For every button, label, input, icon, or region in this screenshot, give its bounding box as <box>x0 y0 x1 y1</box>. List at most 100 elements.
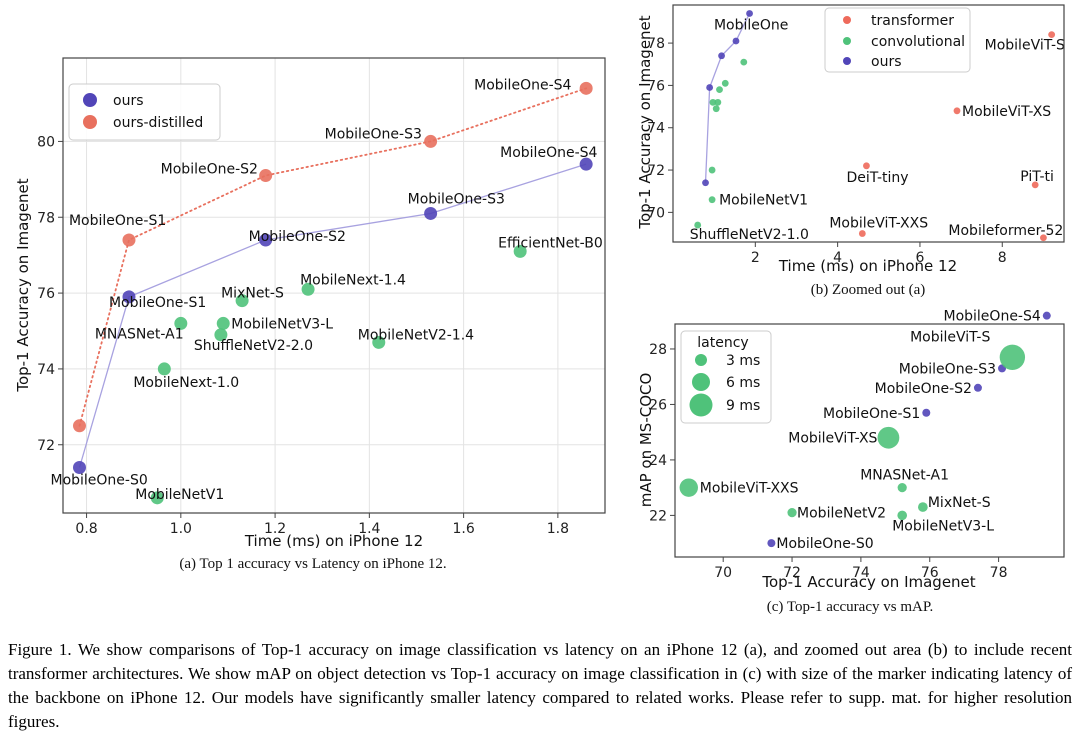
data-point-other-mnasnet-a1 <box>897 483 907 493</box>
series-line-ours-distilled <box>78 87 588 427</box>
chart-a-subcaption: (a) Top 1 accuracy vs Latency on iPhone … <box>179 556 446 572</box>
data-label-mobileone-s4: MobileOne-S4 <box>944 309 1041 325</box>
data-point-ours <box>706 84 714 91</box>
chart-c-legend: latency 3 ms 6 ms 9 ms <box>680 330 772 424</box>
data-point-convolutional <box>708 166 716 174</box>
x-tick-label: 74 <box>852 565 870 581</box>
legend-marker-convolutional <box>843 37 851 45</box>
x-tick-label: 2 <box>751 250 760 266</box>
legend-marker-9ms <box>689 393 713 417</box>
data-label-mobileone-s1: MobileOne-S1 <box>69 213 166 229</box>
series-line-ours <box>704 13 751 183</box>
chart-b-ylabel: Top-1 Accuracy on Imagenet <box>636 15 654 229</box>
data-point-ours-mobileone-s1 <box>922 408 931 417</box>
data-point-ours-distilled-mobileone-s2 <box>259 169 273 183</box>
data-point-ours-mobileone-s2 <box>259 233 273 247</box>
data-label-mobilevit-xxs: MobileViT-XXS <box>700 481 799 497</box>
legend-label-ours-distilled: ours-distilled <box>113 115 203 131</box>
data-label-shufflenetv2-2-0: ShuffleNetV2-2.0 <box>194 338 313 354</box>
y-tick-label: 76 <box>37 286 55 302</box>
x-tick-label: 1.2 <box>264 521 286 537</box>
chart-b-frame <box>672 4 1065 243</box>
data-label-mixnet-s: MixNet-S <box>221 286 284 302</box>
data-point-other-efficientnet-b0 <box>513 244 527 258</box>
data-point-convolutional <box>714 98 722 106</box>
y-tick-label: 78 <box>647 36 665 52</box>
legend-label-ours-b: ours <box>871 54 902 70</box>
data-label-mobileone-s3: MobileOne-S3 <box>325 126 422 142</box>
data-point-ours-mobileone-s0 <box>72 461 86 474</box>
data-point-convolutional-mobilenetv1 <box>708 196 716 204</box>
data-label-mnasnet-a1: MNASNet-A1 <box>95 326 184 342</box>
y-tick-label: 70 <box>647 205 665 221</box>
chart-c-ylabel: mAP on MS-COCO <box>637 373 655 508</box>
data-label-mobilevit-xs: MobileViT-XS <box>788 431 877 447</box>
x-tick-label: 4 <box>833 250 842 266</box>
data-label-mobileone-s2: MobileOne-S2 <box>161 162 258 178</box>
y-tick-label: 80 <box>37 134 55 150</box>
data-label-mobileone-s1: MobileOne-S1 <box>823 406 920 422</box>
y-tick-label: 26 <box>649 397 667 413</box>
data-label-mobileone-s2: MobileOne-S2 <box>875 381 972 397</box>
data-label-mobilenetv1: MobileNetV1 <box>135 487 224 503</box>
data-label-mobilenetv2: MobileNetV2 <box>797 506 886 522</box>
y-tick-label: 28 <box>649 342 667 358</box>
legend-label-ours: ours <box>113 93 144 109</box>
chart-a-legend: ours ours-distilled <box>68 83 221 141</box>
chart-c: MobileOne-S0 MobileOne-S1 MobileOne-S2 Mobi… <box>637 309 1065 615</box>
data-point-ours-mobileone-s3 <box>424 206 438 220</box>
data-point-ours-mobileone-s0 <box>767 539 776 548</box>
data-point-ours <box>732 37 740 45</box>
data-point-ours <box>718 52 725 60</box>
data-point-transformer-mobileformer-52 <box>1040 234 1047 242</box>
figure-caption: Figure 1. We show comparisons of Top-1 a… <box>8 640 1072 731</box>
data-label-mobileone-s0: MobileOne-S0 <box>50 473 147 489</box>
chart-a: MobileOne-S0 MobileOne-S1 MobileOne-S2 Mobi… <box>14 57 606 572</box>
data-point-ours-distilled-mobileone-s3 <box>424 134 438 148</box>
data-label-mobilevit-xxs: MobileViT-XXS <box>829 216 928 232</box>
data-label-mobilenetv2-1-4: MobileNetV2-1.4 <box>358 327 474 343</box>
x-tick-label: 78 <box>990 565 1008 581</box>
data-label-mobilevit-s: MobileViT-S <box>910 329 990 345</box>
data-point-ours-mobileone-s1 <box>122 290 136 304</box>
data-point-ours-mobileone-s2 <box>973 383 982 392</box>
x-tick-label: 1.0 <box>170 521 192 537</box>
x-tick-label: 1.8 <box>547 521 569 537</box>
data-label-mobilenext-1-0: MobileNext-1.0 <box>133 375 239 391</box>
data-label-mobileone-s3: MobileOne-S3 <box>408 191 505 207</box>
y-tick-label: 22 <box>649 508 667 524</box>
data-label-mobilevit-xs: MobileViT-XS <box>962 104 1051 120</box>
data-label-mobilevit-s: MobileViT-S <box>985 38 1065 54</box>
annotation-mobileone: MobileOne <box>714 17 788 33</box>
legend-marker-3ms <box>695 354 707 366</box>
legend-marker-ours <box>83 93 97 107</box>
data-point-ours <box>702 179 709 187</box>
data-point-convolutional <box>740 58 748 66</box>
data-label-deit-tiny: DeiT-tiny <box>846 170 908 186</box>
y-tick-label: 74 <box>37 362 55 378</box>
data-point-other-mobilenetv3-l <box>216 316 230 330</box>
data-point-convolutional-shufflenetv2-1-0 <box>694 221 702 229</box>
data-point-ours-mobileone-s4 <box>1042 311 1051 320</box>
chart-c-xlabel: Top-1 Accuracy on Imagenet <box>761 573 975 591</box>
data-point-other-mobilevit-s <box>999 344 1026 370</box>
data-point-ours-distilled-mobileone-s1 <box>122 233 136 247</box>
data-point-other-mobilenetv1 <box>150 491 164 505</box>
data-label-mobileone-s0: MobileOne-S0 <box>776 536 873 552</box>
data-point-convolutional <box>716 86 723 94</box>
y-tick-label: 78 <box>37 210 55 226</box>
data-label-mnasnet-a1: MNASNet-A1 <box>860 468 949 484</box>
data-point-ours-distilled <box>72 419 86 433</box>
x-tick-label: 8 <box>998 250 1007 266</box>
data-point-ours <box>746 10 753 17</box>
data-label-mobilenext-1-4: MobileNext-1.4 <box>300 272 406 288</box>
data-label-mobilenetv3-l: MobileNetV3-L <box>892 518 994 534</box>
legend-title-latency: latency <box>697 335 748 351</box>
x-tick-label: 72 <box>783 565 801 581</box>
data-label-efficientnet-b0: EfficientNet-B0 <box>498 235 603 251</box>
data-label-mixnet-s: MixNet-S <box>928 495 991 511</box>
x-tick-label: 70 <box>714 565 732 581</box>
figure-svg: MobileOne-S0 MobileOne-S1 MobileOne-S2 Mobi… <box>14 4 1065 615</box>
chart-a-ylabel: Top-1 Accuracy on Imagenet <box>14 178 32 392</box>
data-point-ours-mobileone-s4 <box>579 157 593 171</box>
